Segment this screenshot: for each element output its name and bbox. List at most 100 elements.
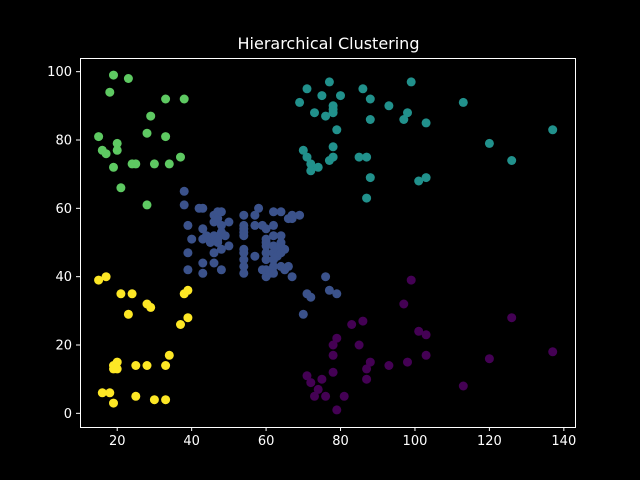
point-cluster-1 <box>216 220 226 230</box>
point-cluster-1 <box>280 244 290 254</box>
point-cluster-2 <box>354 152 364 162</box>
point-cluster-1 <box>216 207 226 217</box>
point-cluster-4 <box>112 364 122 374</box>
point-cluster-3 <box>101 149 111 159</box>
point-cluster-1 <box>276 207 286 217</box>
point-cluster-0 <box>321 391 331 401</box>
point-cluster-0 <box>406 275 416 285</box>
point-cluster-4 <box>161 361 171 370</box>
point-cluster-4 <box>123 309 133 319</box>
point-cluster-1 <box>216 244 226 254</box>
point-cluster-0 <box>313 384 323 394</box>
point-cluster-2 <box>302 152 312 162</box>
point-cluster-3 <box>94 132 104 142</box>
point-cluster-4 <box>149 395 159 405</box>
point-cluster-1 <box>295 210 305 220</box>
point-cluster-0 <box>403 357 412 367</box>
point-cluster-2 <box>365 115 375 124</box>
point-cluster-4 <box>109 398 118 408</box>
point-cluster-3 <box>116 183 126 193</box>
point-cluster-2 <box>365 94 375 104</box>
y-axis: 0 20 40 60 80 100 <box>47 65 80 422</box>
point-cluster-4 <box>94 275 104 285</box>
point-cluster-2 <box>324 77 334 87</box>
point-cluster-2 <box>399 115 409 124</box>
point-cluster-0 <box>332 405 342 415</box>
point-cluster-2 <box>406 77 416 87</box>
point-cluster-2 <box>414 176 424 186</box>
point-cluster-0 <box>317 374 327 384</box>
point-cluster-4 <box>183 313 193 323</box>
point-cluster-1 <box>269 207 278 217</box>
point-cluster-0 <box>354 340 364 350</box>
point-cluster-1 <box>213 214 223 224</box>
point-cluster-1 <box>205 238 215 247</box>
point-cluster-2 <box>328 108 338 118</box>
point-cluster-2 <box>336 91 345 101</box>
point-cluster-1 <box>324 285 334 295</box>
point-cluster-1 <box>239 255 249 265</box>
point-cluster-3 <box>112 138 122 148</box>
point-cluster-0 <box>362 364 372 374</box>
point-cluster-4 <box>97 388 107 398</box>
point-cluster-3 <box>149 159 159 169</box>
point-cluster-1 <box>224 241 234 251</box>
point-cluster-3 <box>164 159 174 169</box>
plot-frame <box>80 58 576 428</box>
point-cluster-1 <box>224 217 234 227</box>
point-cluster-3 <box>105 87 115 97</box>
point-cluster-0 <box>328 350 338 360</box>
point-cluster-1 <box>198 268 208 278</box>
point-cluster-1 <box>239 231 249 241</box>
point-cluster-3 <box>131 159 141 169</box>
point-cluster-0 <box>310 391 319 401</box>
point-cluster-2 <box>310 108 319 118</box>
point-cluster-0 <box>384 361 394 370</box>
point-cluster-1 <box>306 292 316 302</box>
point-cluster-1 <box>287 272 297 282</box>
point-cluster-2 <box>328 142 338 152</box>
point-cluster-1 <box>220 231 230 241</box>
x-tick-label: 140 <box>551 434 576 449</box>
x-axis: 20 40 60 80 100 120 140 <box>109 427 576 449</box>
point-cluster-4 <box>101 272 111 282</box>
point-cluster-2 <box>358 84 368 94</box>
point-cluster-1 <box>254 203 264 213</box>
point-cluster-2 <box>321 111 331 121</box>
point-cluster-2 <box>362 152 372 162</box>
point-cluster-0 <box>306 378 316 388</box>
y-tick-label: 0 <box>64 407 72 422</box>
point-cluster-0 <box>507 313 517 323</box>
point-cluster-1 <box>269 220 278 230</box>
point-cluster-1 <box>198 258 208 268</box>
point-cluster-4 <box>131 391 141 401</box>
point-cluster-1 <box>250 251 260 261</box>
point-cluster-4 <box>116 289 126 299</box>
point-cluster-2 <box>298 145 308 155</box>
point-cluster-3 <box>112 145 122 155</box>
point-cluster-1 <box>239 248 249 258</box>
point-cluster-2 <box>306 159 316 169</box>
point-cluster-3 <box>123 74 133 83</box>
x-tick-label: 80 <box>332 434 349 449</box>
point-cluster-2 <box>484 138 494 148</box>
point-cluster-1 <box>209 258 219 268</box>
point-cluster-3 <box>176 152 185 162</box>
point-cluster-0 <box>362 374 372 384</box>
point-cluster-0 <box>332 333 342 343</box>
point-cluster-1 <box>213 238 223 247</box>
chart-title: Hierarchical Clustering <box>238 34 420 53</box>
point-cluster-1 <box>198 203 208 213</box>
point-cluster-4 <box>146 302 156 312</box>
point-cluster-0 <box>421 330 431 340</box>
point-cluster-1 <box>209 248 219 258</box>
point-cluster-2 <box>295 97 305 107</box>
point-cluster-4 <box>183 285 193 295</box>
point-cluster-4 <box>161 395 171 405</box>
point-cluster-2 <box>362 193 372 203</box>
point-cluster-1 <box>183 265 193 275</box>
point-cluster-1 <box>179 186 189 196</box>
point-cluster-3 <box>179 94 189 104</box>
point-cluster-4 <box>105 388 115 398</box>
